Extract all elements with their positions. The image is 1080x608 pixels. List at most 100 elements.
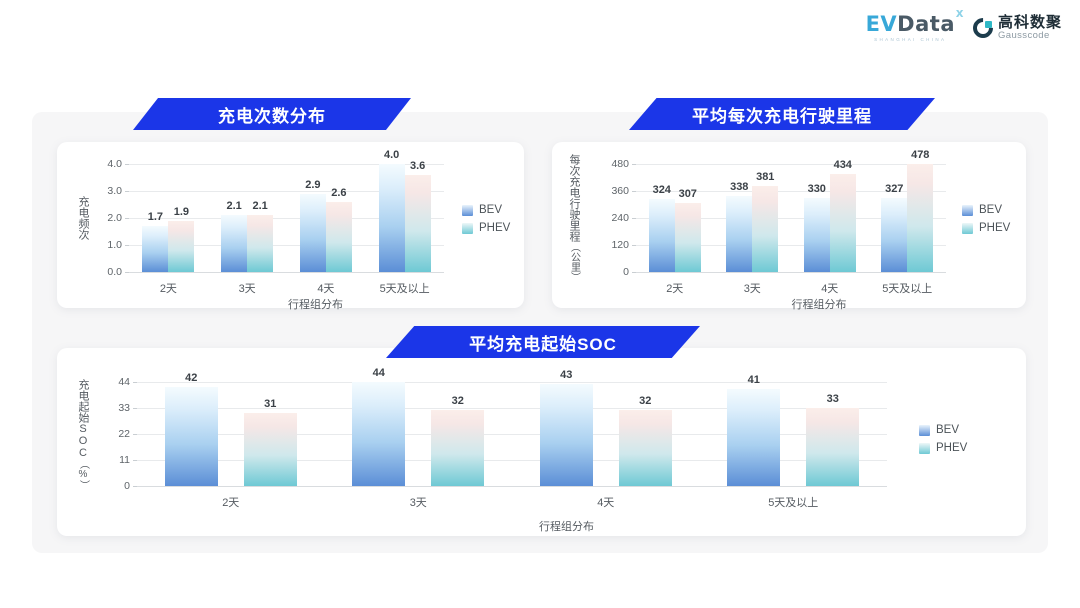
- bar-value-label: 338: [730, 180, 749, 193]
- gridline: [636, 164, 946, 165]
- bar-value-label: 2.1: [252, 200, 268, 213]
- bar-group: 338 381: [714, 164, 792, 272]
- legend-label-bev: BEV: [979, 204, 1003, 216]
- legend-swatch-phev-icon: [462, 222, 473, 234]
- legend: BEV PHEV: [919, 424, 967, 454]
- bar-group: 42 31: [137, 372, 325, 486]
- y-tick-label: 33: [118, 402, 130, 414]
- legend-swatch-bev-icon: [462, 204, 473, 216]
- bar-phev-1[interactable]: 381: [752, 171, 779, 272]
- x-category-label: 2天: [666, 283, 684, 295]
- bar-bev-2[interactable]: 43: [539, 369, 593, 486]
- gridline: [137, 382, 887, 383]
- y-axis-label: 每次充电行驶里程 （公里）: [566, 154, 582, 282]
- y-tick-label: 44: [118, 376, 130, 388]
- bar-group: 44 32: [325, 367, 513, 486]
- logo-bar: EVData x SHANGHAI CHINA 高科数聚 Gausscode: [865, 7, 1062, 43]
- bar-value-label: 31: [264, 397, 277, 410]
- evdata-ev-text: EV: [865, 12, 898, 36]
- bar-value-label: 381: [756, 171, 775, 184]
- bar-value-label: 330: [807, 182, 826, 195]
- y-tick-mark: [632, 191, 636, 192]
- bar-group: 327 478: [869, 149, 947, 272]
- gridline: [129, 191, 444, 192]
- gridline: [137, 460, 887, 461]
- y-tick-label: 0: [623, 266, 629, 278]
- y-axis-label-text: 充电起始SOC: [77, 378, 89, 459]
- bar-bev-1[interactable]: 44: [352, 367, 406, 486]
- legend-label-phev: PHEV: [979, 222, 1011, 234]
- chart-avg-start-soc: 充电起始SOC （%） 0 11 22 33 44 42 31 2天 44 32 3天 43 32 4天 41 3…: [57, 348, 1026, 536]
- bar-bev-2[interactable]: 2.9: [299, 179, 326, 272]
- gausscode-en-name: Gausscode: [997, 29, 1050, 41]
- bar-value-label: 324: [652, 184, 671, 197]
- bar-bev-3[interactable]: 4.0: [378, 149, 405, 272]
- bar-phev-3[interactable]: 478: [907, 149, 934, 272]
- plot-area: 0 120 240 360 480 324 307 2天 338 381 3天 330 434 4天 327…: [611, 149, 947, 295]
- x-axis-label: 行程组分布: [791, 299, 847, 311]
- gridline: [137, 434, 887, 435]
- x-category-label: 5天及以上: [768, 497, 819, 509]
- gridline: [636, 245, 946, 246]
- y-tick-label: 4.0: [107, 158, 122, 170]
- y-tick-mark: [133, 460, 137, 461]
- bar-value-label: 1.9: [173, 205, 190, 218]
- bar-value-label: 41: [747, 374, 760, 387]
- bar-phev-0[interactable]: 307: [674, 188, 701, 272]
- gridline: [636, 218, 946, 219]
- legend-item-phev[interactable]: PHEV: [962, 222, 1010, 234]
- bar-value-label: 3.6: [409, 159, 426, 172]
- y-tick-label: 1.0: [107, 239, 122, 251]
- legend-swatch-bev-icon: [962, 204, 973, 216]
- y-tick-mark: [632, 245, 636, 246]
- bar-phev-3[interactable]: 33: [806, 393, 860, 486]
- g-circle-icon: [968, 13, 998, 43]
- y-tick-mark: [133, 486, 137, 487]
- bar-bev-0[interactable]: 324: [648, 184, 675, 272]
- chart-title-banner-avg-start-soc: 平均充电起始SOC: [386, 326, 700, 358]
- legend-item-phev[interactable]: PHEV: [462, 222, 510, 234]
- legend: BEV PHEV: [462, 204, 510, 234]
- chart-avg-range-per-charge: 每次充电行驶里程 （公里） 0 120 240 360 480 324 307 2天 338 381 3…: [552, 142, 1026, 311]
- legend-label-bev: BEV: [479, 204, 503, 216]
- legend-item-bev[interactable]: BEV: [462, 204, 510, 216]
- bar-group: 2.1 2.1: [208, 164, 287, 272]
- legend-swatch-phev-icon: [919, 442, 930, 454]
- plot-area: 0.0 1.0 2.0 3.0 4.0 1.7 1.9 2天 2.1 2.1 3天 2.9 2.6 4天 4…: [107, 149, 444, 295]
- bar-value-label: 307: [678, 187, 697, 200]
- bar-bev-1[interactable]: 338: [726, 181, 753, 272]
- legend-item-bev[interactable]: BEV: [919, 424, 967, 436]
- chart-charge-frequency: 充电频次 0.0 1.0 2.0 3.0 4.0 1.7 1.9 2天 2.1 2.1 3天 2.9 2.…: [57, 142, 524, 311]
- bar-phev-1[interactable]: 32: [431, 395, 485, 486]
- y-tick-label: 240: [611, 212, 629, 224]
- legend-item-bev[interactable]: BEV: [962, 204, 1010, 216]
- bar-value-label: 4.0: [383, 149, 400, 161]
- legend-label-phev: PHEV: [479, 222, 511, 234]
- bar-phev-3[interactable]: 3.6: [404, 160, 431, 272]
- legend-item-phev[interactable]: PHEV: [919, 442, 967, 454]
- bar-phev-1[interactable]: 2.1: [247, 200, 274, 272]
- y-tick-mark: [125, 191, 129, 192]
- bar-value-label: 327: [885, 183, 904, 196]
- bar-phev-2[interactable]: 32: [618, 395, 672, 486]
- bar-bev-3[interactable]: 41: [727, 374, 781, 486]
- bar-bev-0[interactable]: 42: [164, 372, 218, 486]
- gridline: [129, 272, 444, 273]
- x-axis-label: 行程组分布: [288, 299, 343, 311]
- chart-card-avg-range: 每次充电行驶里程 （公里） 0 120 240 360 480 324 307 2天 338 381 3…: [552, 142, 1026, 311]
- bar-bev-0[interactable]: 1.7: [142, 211, 169, 272]
- bar-phev-2[interactable]: 2.6: [325, 187, 352, 272]
- bar-phev-0[interactable]: 1.9: [168, 206, 195, 272]
- bar-bev-1[interactable]: 2.1: [221, 200, 248, 272]
- x-category-label: 4天: [317, 283, 335, 295]
- y-axis-label: 充电起始SOC （%）: [75, 378, 91, 490]
- bar-bev-3[interactable]: 327: [881, 183, 908, 272]
- y-tick-label: 480: [611, 158, 629, 170]
- bar-value-label: 2.9: [305, 178, 321, 191]
- gausscode-cn-name: 高科数聚: [997, 14, 1062, 32]
- bar-bev-2[interactable]: 330: [803, 183, 830, 272]
- bar-phev-0[interactable]: 31: [243, 398, 297, 486]
- bar-phev-2[interactable]: 434: [829, 159, 856, 272]
- y-tick-label: 360: [611, 185, 629, 197]
